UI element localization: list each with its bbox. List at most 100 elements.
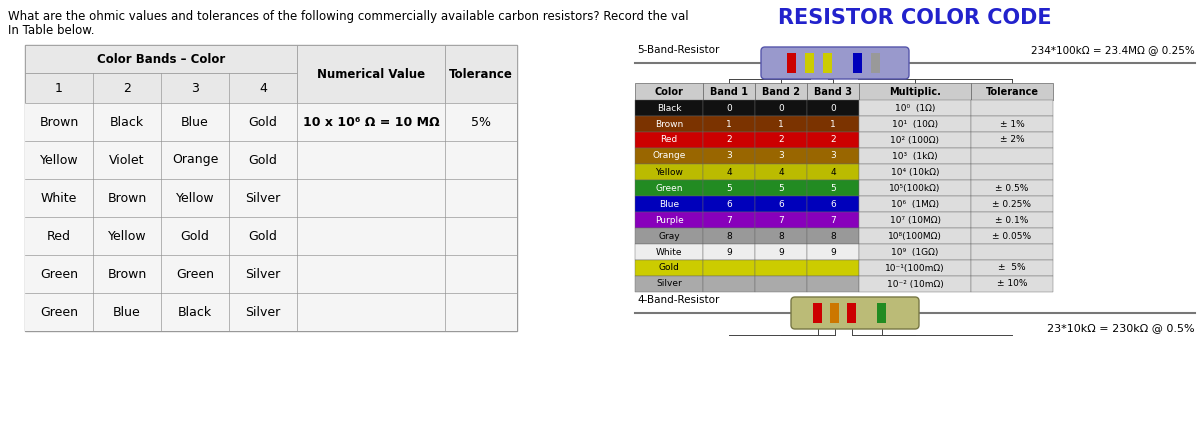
Bar — [787, 53, 796, 73]
Bar — [814, 303, 822, 323]
Text: White: White — [655, 247, 683, 257]
Bar — [703, 244, 755, 260]
Bar — [298, 103, 445, 141]
Text: Gold: Gold — [248, 230, 277, 243]
Bar — [703, 180, 755, 196]
Bar — [635, 244, 703, 260]
Text: Yellow: Yellow — [175, 192, 215, 204]
Text: In Table below.: In Table below. — [8, 24, 95, 37]
Bar — [703, 100, 755, 116]
Text: 2: 2 — [124, 82, 131, 94]
Text: 8: 8 — [726, 232, 732, 241]
Bar — [635, 196, 703, 212]
Text: Green: Green — [176, 267, 214, 280]
Bar — [859, 196, 971, 212]
Bar — [808, 276, 859, 292]
Bar — [635, 180, 703, 196]
Bar — [25, 103, 94, 141]
Bar — [25, 45, 298, 73]
Text: Gold: Gold — [659, 264, 679, 272]
Bar — [703, 212, 755, 228]
Bar — [161, 103, 229, 141]
Bar — [635, 132, 703, 148]
Bar — [859, 148, 971, 164]
Text: Color Bands – Color: Color Bands – Color — [97, 53, 226, 65]
Bar — [853, 53, 862, 73]
Bar — [703, 260, 755, 276]
Text: 1: 1 — [830, 119, 836, 128]
Text: Multiplic.: Multiplic. — [889, 87, 941, 96]
Bar — [298, 141, 445, 179]
Bar — [298, 255, 445, 293]
Bar — [755, 196, 808, 212]
Bar — [703, 116, 755, 132]
Bar — [445, 217, 517, 255]
Bar — [808, 244, 859, 260]
Text: ± 0.1%: ± 0.1% — [995, 215, 1028, 224]
Bar — [808, 100, 859, 116]
Text: 8: 8 — [830, 232, 836, 241]
Text: Green: Green — [655, 184, 683, 193]
Bar — [808, 116, 859, 132]
Text: 10⁻¹(100mΩ): 10⁻¹(100mΩ) — [886, 264, 944, 272]
Bar — [445, 103, 517, 141]
Bar — [703, 132, 755, 148]
Bar — [755, 244, 808, 260]
Text: ± 2%: ± 2% — [1000, 136, 1025, 144]
Text: 1: 1 — [778, 119, 784, 128]
Text: ± 0.5%: ± 0.5% — [995, 184, 1028, 193]
Text: Tolerance: Tolerance — [449, 68, 512, 80]
Bar — [808, 164, 859, 180]
Bar — [830, 303, 839, 323]
Text: White: White — [41, 192, 77, 204]
Text: 4: 4 — [778, 167, 784, 176]
Bar — [823, 53, 832, 73]
Bar — [635, 83, 703, 100]
Text: Red: Red — [660, 136, 678, 144]
Bar — [859, 83, 971, 100]
Text: 6: 6 — [778, 199, 784, 209]
Bar — [229, 141, 298, 179]
Bar — [703, 276, 755, 292]
Text: Gold: Gold — [180, 230, 210, 243]
Bar — [635, 148, 703, 164]
Bar — [755, 83, 808, 100]
Bar — [971, 116, 1054, 132]
Bar — [971, 83, 1054, 100]
Text: 10⁰  (1Ω): 10⁰ (1Ω) — [895, 104, 935, 113]
Text: Silver: Silver — [245, 192, 281, 204]
Text: 4-Band-Resistor: 4-Band-Resistor — [637, 295, 719, 305]
Bar — [859, 100, 971, 116]
Text: 7: 7 — [726, 215, 732, 224]
Text: Green: Green — [40, 267, 78, 280]
Bar — [971, 244, 1054, 260]
Text: Yellow: Yellow — [108, 230, 146, 243]
Bar — [755, 164, 808, 180]
Bar — [229, 293, 298, 331]
Bar — [25, 255, 94, 293]
Bar — [25, 293, 94, 331]
Bar — [859, 132, 971, 148]
Bar — [229, 255, 298, 293]
FancyBboxPatch shape — [761, 47, 910, 79]
Text: Gray: Gray — [658, 232, 680, 241]
Text: 10⁸(100MΩ): 10⁸(100MΩ) — [888, 232, 942, 241]
Text: Numerical Value: Numerical Value — [317, 68, 425, 80]
Text: 4: 4 — [830, 167, 836, 176]
Bar — [298, 179, 445, 217]
Text: Band 2: Band 2 — [762, 87, 800, 96]
Bar — [635, 164, 703, 180]
Bar — [971, 164, 1054, 180]
Text: Violet: Violet — [109, 153, 145, 167]
Text: 2: 2 — [830, 136, 836, 144]
Text: 6: 6 — [726, 199, 732, 209]
Bar — [808, 196, 859, 212]
Bar — [94, 141, 161, 179]
Bar — [25, 45, 517, 331]
Bar — [25, 179, 94, 217]
Bar — [847, 303, 856, 323]
Text: Band 1: Band 1 — [710, 87, 748, 96]
Bar — [877, 303, 886, 323]
Bar — [971, 276, 1054, 292]
Bar — [635, 228, 703, 244]
